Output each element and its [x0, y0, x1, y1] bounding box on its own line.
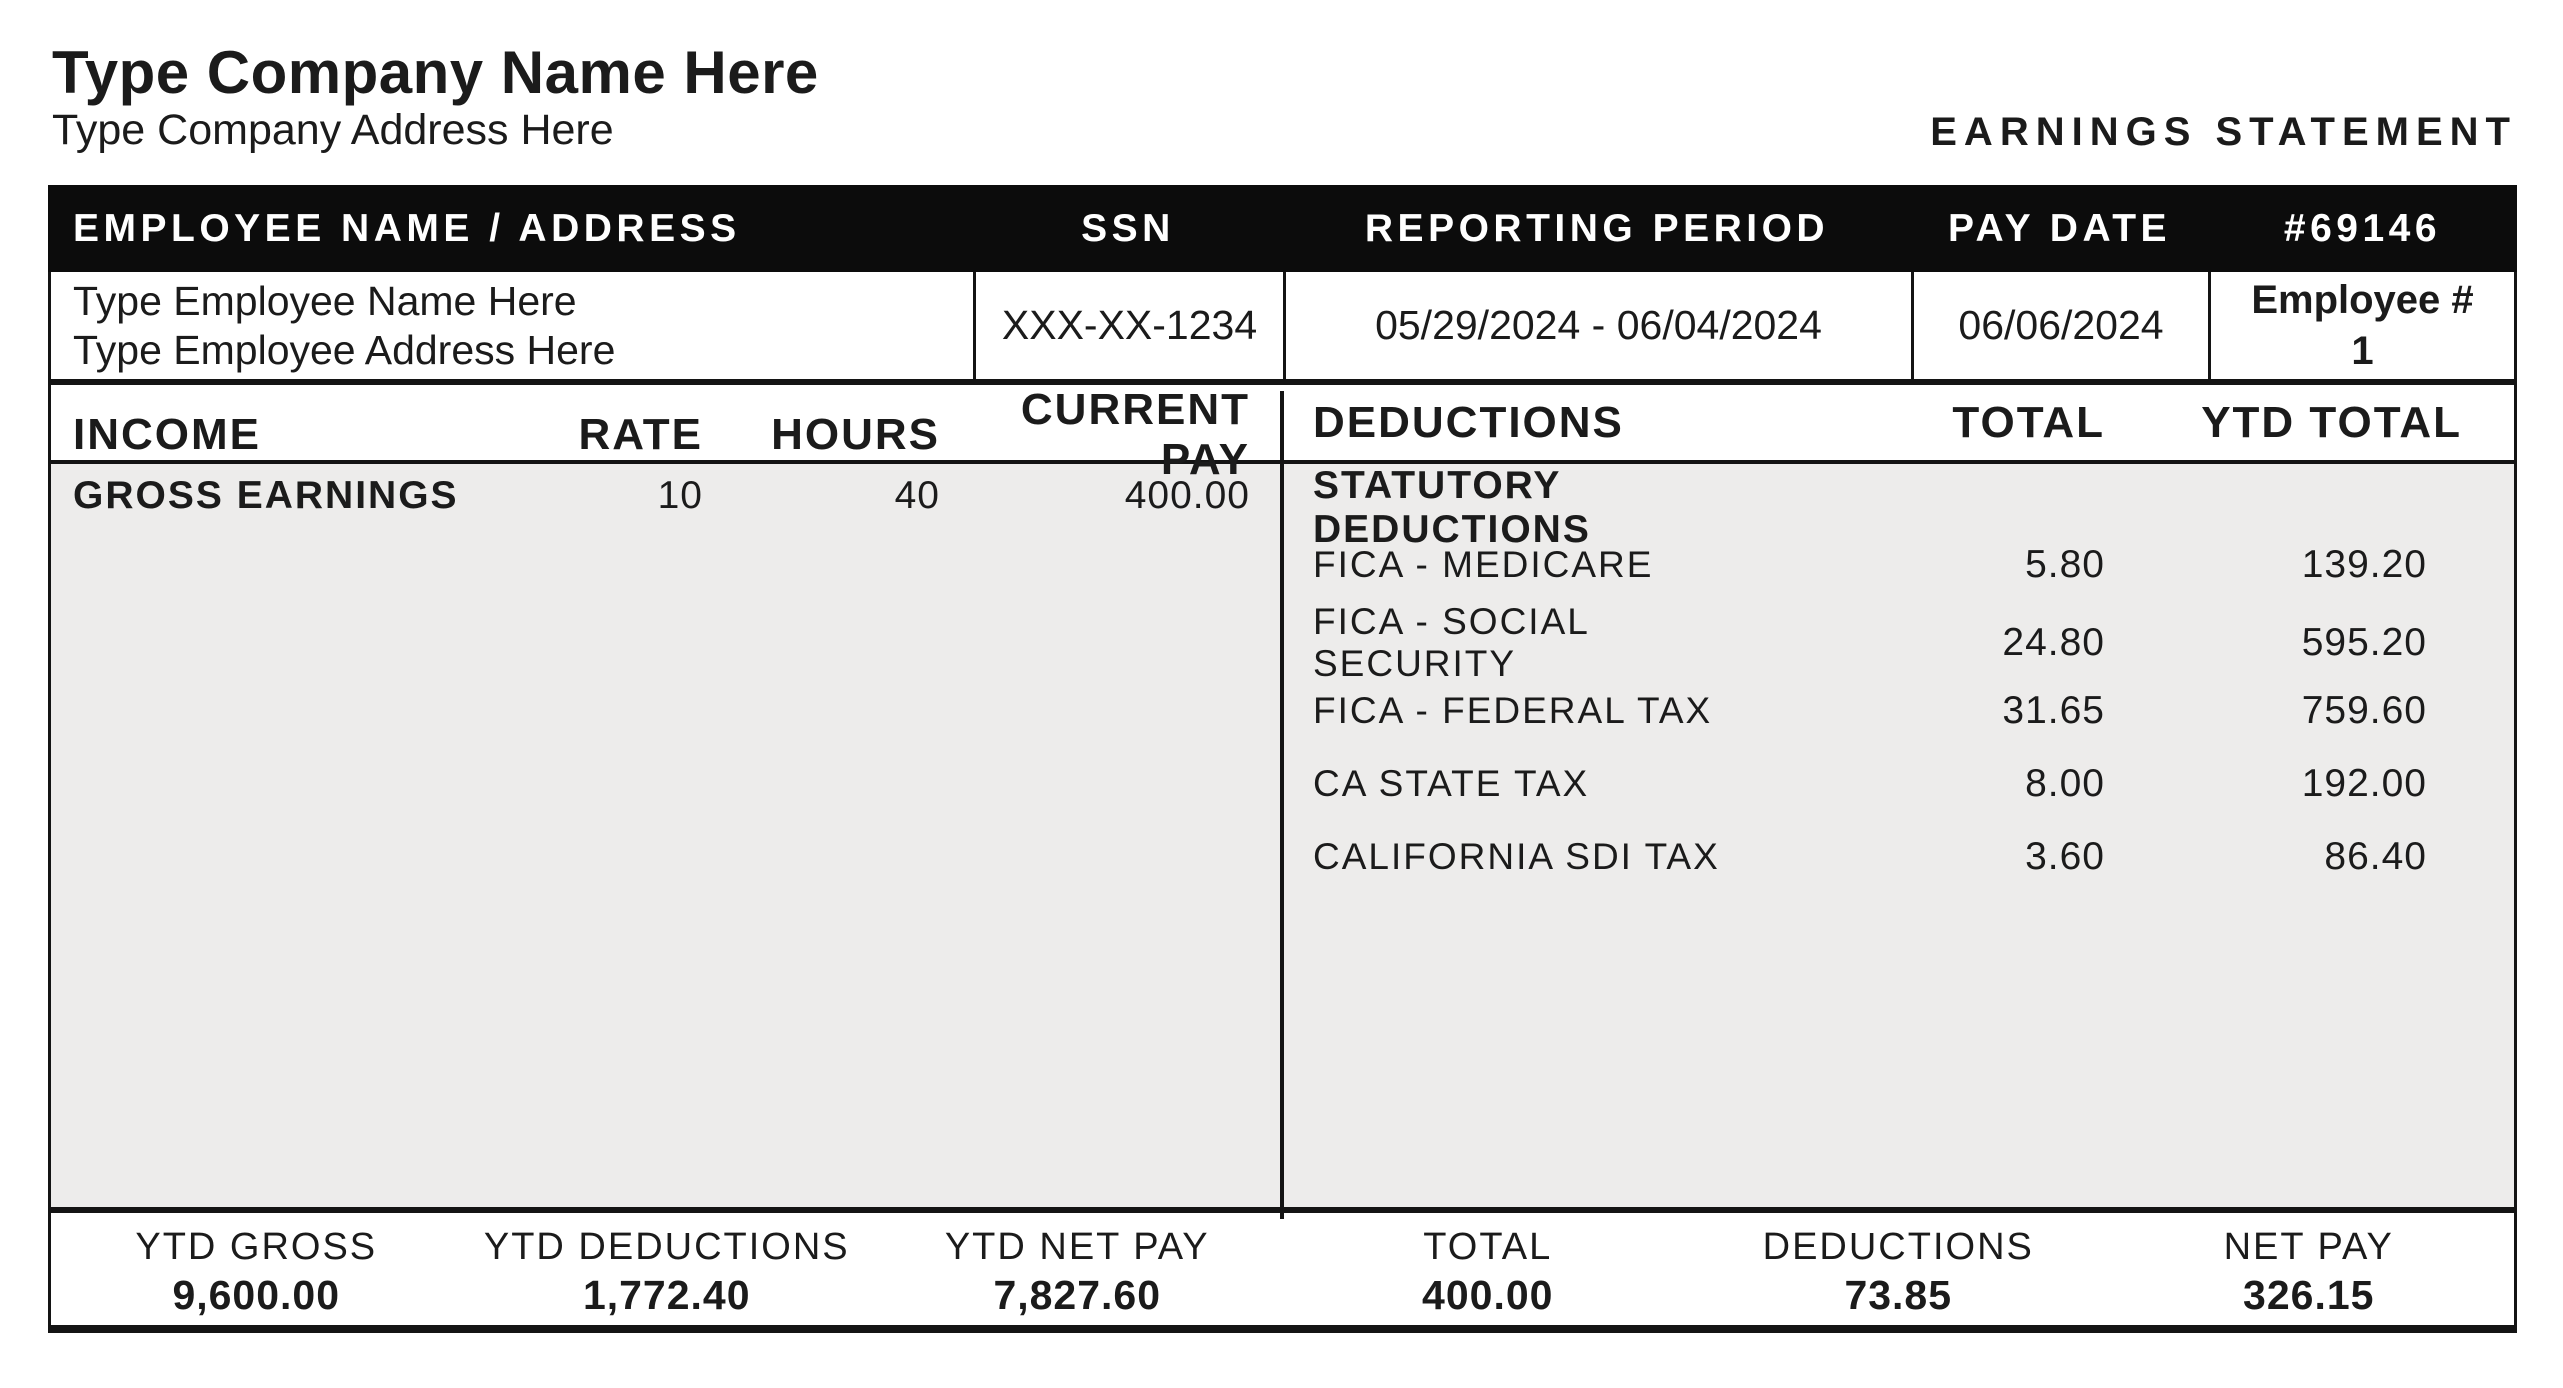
- deduction-row-ytd-total: 759.60: [2301, 688, 2427, 732]
- income-row-rate: 10: [657, 474, 703, 517]
- statutory-deductions-label: STATUTORY DEDUCTIONS: [1313, 464, 1591, 551]
- summary-item-value: 73.85: [1844, 1272, 1953, 1318]
- deduction-row: CALIFORNIA SDI TAX 3.60 86.40: [1283, 820, 2514, 893]
- deduction-row: CA STATE TAX 8.00 192.00: [1283, 747, 2514, 820]
- reporting-period-value: 05/29/2024 - 06/04/2024: [1283, 272, 1911, 379]
- ssn-value: XXX-XX-1234: [973, 272, 1283, 379]
- summary-item: TOTAL 400.00: [1283, 1219, 1694, 1319]
- deduction-row-total: 5.80: [2025, 542, 2105, 586]
- ytd-total-col-header: YTD TOTAL: [2201, 397, 2462, 447]
- summary-item-value: 7,827.60: [993, 1272, 1162, 1318]
- income-col-header: INCOME: [73, 410, 261, 459]
- summary-item: NET PAY 326.15: [2104, 1219, 2515, 1319]
- deductions-col-header: DEDUCTIONS: [1313, 397, 1624, 447]
- summary-item: YTD DEDUCTIONS 1,772.40: [462, 1219, 873, 1319]
- employee-number-cell: Employee # 1: [2208, 272, 2514, 379]
- employee-number-value: 1: [2351, 328, 2374, 373]
- deduction-row-label: FICA - SOCIAL SECURITY: [1313, 601, 1589, 684]
- total-col-header: TOTAL: [1952, 397, 2105, 447]
- deduction-row-total: 8.00: [2025, 761, 2105, 805]
- deduction-row: FICA - FEDERAL TAX 31.65 759.60: [1283, 674, 2514, 747]
- column-headers-row: INCOME RATE HOURS CURRENT PAY DEDUCTIONS…: [51, 385, 2514, 484]
- employee-name-address-cell: Type Employee Name Here Type Employee Ad…: [51, 272, 973, 379]
- deduction-row-ytd-total: 139.20: [2301, 542, 2427, 586]
- deduction-row-label: CALIFORNIA SDI TAX: [1313, 835, 1720, 877]
- deduction-row-ytd-total: 595.20: [2301, 621, 2427, 664]
- income-headers: INCOME RATE HOURS CURRENT PAY: [51, 385, 1283, 484]
- income-row-hours: 40: [894, 474, 940, 517]
- summary-item-label: NET PAY: [2223, 1226, 2394, 1268]
- employee-number-label: Employee #: [2251, 277, 2474, 322]
- summary-item-label: YTD NET PAY: [944, 1226, 1210, 1268]
- deduction-row-ytd-total: 86.40: [2324, 834, 2427, 878]
- hours-col-header: HOURS: [771, 410, 940, 459]
- company-name: Type Company Name Here: [52, 39, 819, 106]
- header-employee-name-address: EMPLOYEE NAME / ADDRESS: [73, 206, 741, 250]
- employee-name: Type Employee Name Here: [73, 277, 577, 324]
- deduction-row: FICA - SOCIAL SECURITY 24.80 595.20: [1283, 601, 2514, 684]
- employee-address: Type Employee Address Here: [73, 326, 616, 373]
- statement-number: #69146: [2283, 206, 2442, 250]
- header-pay-date: PAY DATE: [1947, 206, 2172, 250]
- deduction-row: FICA - MEDICARE 5.80 139.20: [1283, 528, 2514, 601]
- summary-item: DEDUCTIONS 73.85: [1693, 1219, 2104, 1319]
- summary-item-label: DEDUCTIONS: [1762, 1226, 2034, 1268]
- income-row-label: GROSS EARNINGS: [73, 474, 459, 517]
- deductions-headers: DEDUCTIONS TOTAL YTD TOTAL: [1283, 385, 2514, 460]
- deduction-row-label: FICA - FEDERAL TAX: [1313, 689, 1713, 731]
- summary-item-value: 400.00: [1422, 1272, 1554, 1318]
- deductions-section: STATUTORY DEDUCTIONS FICA - MEDICARE 5.80…: [1283, 464, 2514, 1207]
- income-row: GROSS EARNINGS 10 40 400.00: [51, 464, 1283, 528]
- rate-col-header: RATE: [578, 410, 703, 459]
- table-header-bar: EMPLOYEE NAME / ADDRESS SSN REPORTING PE…: [48, 185, 2517, 272]
- deduction-row-label: CA STATE TAX: [1313, 762, 1590, 804]
- summary-item-value: 9,600.00: [172, 1272, 341, 1318]
- summary-item: YTD NET PAY 7,827.60: [872, 1219, 1283, 1319]
- summary-row: YTD GROSS 9,600.00 YTD DEDUCTIONS 1,772.40 Y…: [51, 1213, 2514, 1333]
- current-pay-col-header: CURRENT PAY: [1020, 385, 1250, 484]
- deduction-row-ytd-total: 192.00: [2301, 761, 2427, 805]
- summary-item-label: TOTAL: [1423, 1226, 1553, 1268]
- employee-info-row: Type Employee Name Here Type Employee Ad…: [51, 272, 2514, 385]
- income-section: GROSS EARNINGS 10 40 400.00: [51, 464, 1283, 1207]
- deduction-row-label: FICA - MEDICARE: [1313, 543, 1654, 585]
- summary-item-label: YTD DEDUCTIONS: [483, 1226, 850, 1268]
- header-ssn: SSN: [1081, 206, 1175, 250]
- earnings-statement-table: EMPLOYEE NAME / ADDRESS SSN REPORTING PE…: [48, 185, 2517, 1333]
- deduction-row-total: 31.65: [2002, 688, 2105, 732]
- company-address: Type Company Address Here: [52, 106, 614, 154]
- summary-item-value: 326.15: [2243, 1272, 2375, 1318]
- center-divider: [1280, 391, 1284, 1219]
- deduction-row-total: 3.60: [2025, 834, 2105, 878]
- summary-item-value: 1,772.40: [582, 1272, 751, 1318]
- income-row-current-pay: 400.00: [1124, 474, 1250, 517]
- statement-title: EARNINGS STATEMENT: [1930, 110, 2517, 154]
- header-reporting-period: REPORTING PERIOD: [1364, 206, 1830, 250]
- deduction-row-total: 24.80: [2002, 621, 2105, 664]
- summary-item: YTD GROSS 9,600.00: [51, 1219, 462, 1319]
- pay-date-value: 06/06/2024: [1911, 272, 2208, 379]
- summary-item-label: YTD GROSS: [135, 1226, 378, 1268]
